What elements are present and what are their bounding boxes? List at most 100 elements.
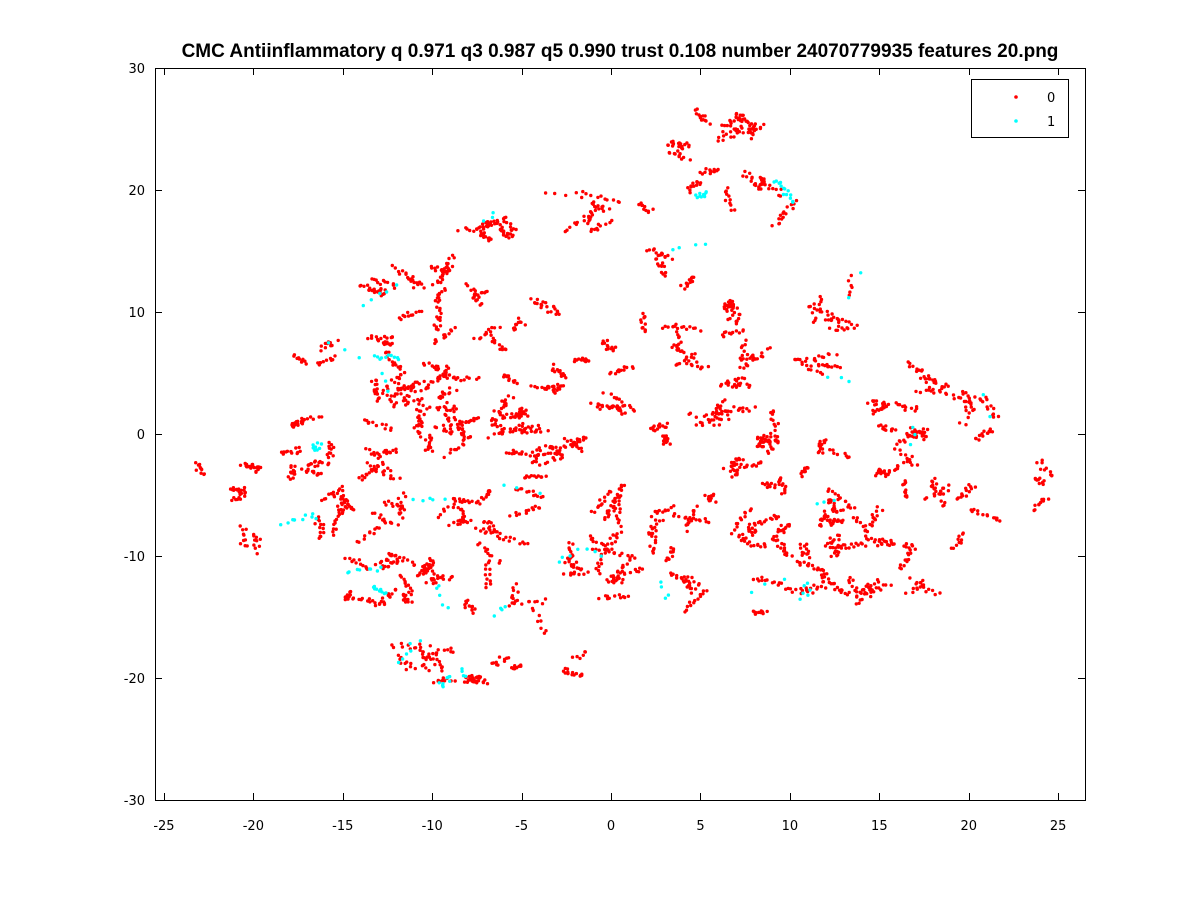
data-point — [654, 251, 658, 255]
data-point — [895, 464, 900, 468]
data-point — [540, 303, 544, 308]
data-point — [665, 439, 669, 443]
data-point — [700, 365, 704, 369]
data-point — [697, 518, 702, 522]
data-point — [569, 438, 573, 443]
data-point — [484, 330, 488, 335]
data-point — [802, 584, 806, 588]
data-point — [620, 412, 624, 416]
data-point — [565, 228, 569, 232]
data-point — [482, 520, 486, 524]
data-point — [575, 437, 580, 441]
data-point — [242, 533, 246, 537]
data-point — [420, 421, 424, 425]
data-point — [401, 559, 405, 563]
data-point — [339, 507, 343, 512]
data-point — [252, 543, 256, 547]
data-point — [628, 556, 632, 560]
data-point — [805, 356, 809, 361]
data-point — [855, 586, 859, 590]
data-point — [664, 425, 668, 429]
data-point — [905, 433, 910, 437]
data-point — [904, 488, 908, 492]
data-point — [523, 476, 527, 480]
data-point — [458, 499, 462, 504]
data-point — [433, 266, 437, 270]
data-point — [696, 597, 700, 601]
data-point — [618, 510, 622, 515]
data-point — [988, 414, 992, 419]
data-point — [555, 368, 560, 372]
data-point — [568, 554, 572, 558]
data-point — [669, 505, 673, 510]
data-point — [543, 191, 548, 195]
data-point — [922, 375, 926, 379]
data-point — [848, 290, 852, 294]
data-point — [418, 435, 423, 439]
data-point — [725, 123, 729, 128]
data-point — [489, 531, 493, 535]
data-point — [455, 388, 459, 393]
data-point — [729, 460, 734, 465]
data-point — [864, 544, 868, 548]
data-point — [417, 280, 422, 284]
data-point — [593, 510, 597, 514]
data-point — [376, 456, 380, 460]
data-point — [696, 583, 701, 587]
data-point — [877, 586, 881, 590]
data-point — [698, 191, 702, 196]
data-point — [822, 509, 827, 513]
data-point — [402, 577, 406, 581]
data-point — [518, 542, 522, 546]
data-point — [460, 427, 465, 431]
data-point — [453, 499, 458, 503]
data-point — [497, 343, 502, 347]
data-point — [957, 534, 961, 538]
data-point — [445, 400, 449, 405]
data-point — [610, 547, 614, 551]
data-point — [611, 198, 616, 202]
data-point — [543, 386, 547, 391]
data-point — [749, 544, 753, 548]
data-point — [375, 569, 380, 573]
data-point — [759, 187, 763, 191]
data-point — [910, 454, 914, 459]
data-point — [666, 556, 670, 560]
data-point — [524, 408, 528, 412]
data-point — [292, 354, 296, 358]
data-point — [910, 463, 914, 467]
data-point — [915, 367, 919, 371]
data-point — [404, 652, 409, 656]
data-point — [951, 546, 956, 550]
data-point — [291, 476, 295, 480]
data-point — [846, 505, 850, 509]
data-point — [612, 509, 616, 513]
data-point — [819, 573, 824, 577]
data-point — [677, 154, 681, 158]
data-point — [470, 605, 474, 609]
data-point — [760, 438, 764, 442]
data-point — [690, 275, 695, 279]
data-point — [194, 468, 198, 472]
data-point — [814, 316, 818, 320]
data-point — [791, 199, 795, 204]
data-point — [617, 408, 621, 412]
data-point — [967, 483, 971, 487]
data-point — [598, 224, 602, 228]
data-point — [429, 436, 434, 440]
data-point — [507, 539, 511, 543]
data-point — [985, 405, 989, 409]
data-point — [445, 264, 449, 269]
data-point — [727, 302, 732, 307]
data-point — [775, 544, 780, 548]
data-point — [393, 266, 397, 270]
data-point — [389, 521, 393, 525]
data-point — [563, 445, 568, 449]
data-point — [745, 463, 749, 467]
data-point — [667, 151, 672, 155]
data-point — [588, 534, 593, 538]
data-point — [440, 603, 445, 607]
data-point — [863, 529, 867, 533]
data-point — [360, 478, 364, 482]
data-point — [675, 326, 680, 331]
